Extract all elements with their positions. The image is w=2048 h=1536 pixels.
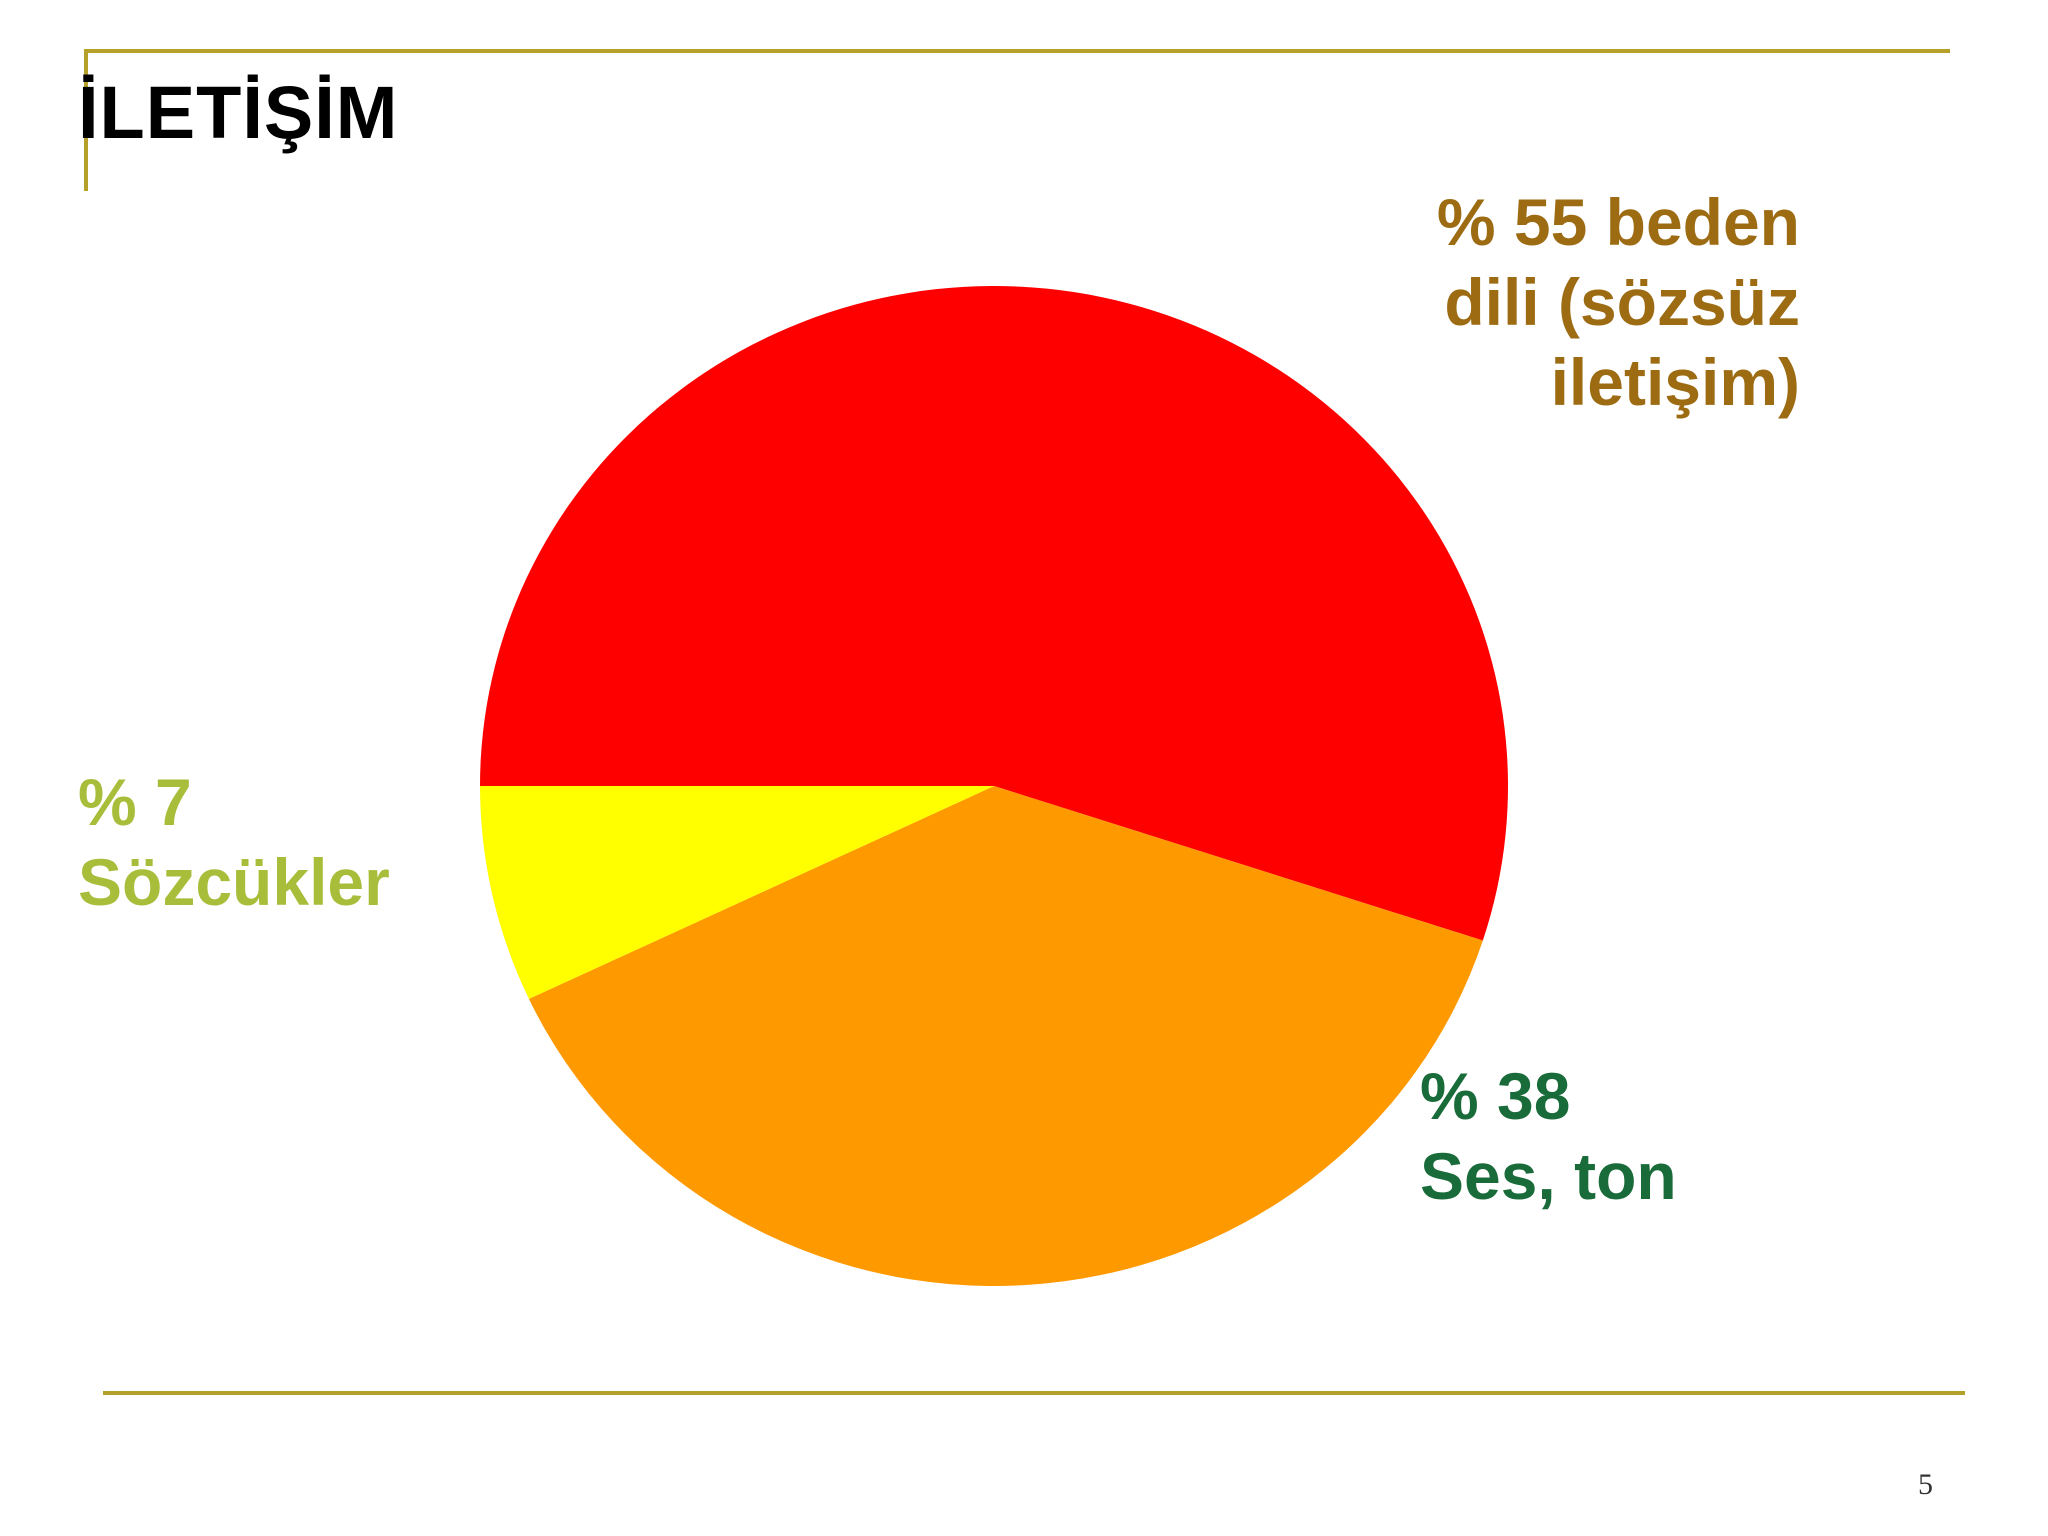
bottom-rule — [103, 1391, 1965, 1395]
pie-slice-words — [480, 786, 994, 999]
slice-label-voice: % 38 Ses, ton — [1420, 1059, 1677, 1213]
slice-label-words: % 7 Sözcükler — [78, 765, 390, 919]
slide-title: İLETİŞİM — [78, 71, 399, 154]
slice-label-nonverbal: % 55 beden dili (sözsüz iletişim) — [1436, 185, 1800, 419]
top-rule — [84, 49, 1950, 53]
left-rule — [84, 49, 88, 191]
pie-slice-nonverbal — [480, 285, 1508, 941]
pie-slice-voice — [528, 786, 1483, 1286]
page-number: 5 — [1918, 1468, 1933, 1501]
